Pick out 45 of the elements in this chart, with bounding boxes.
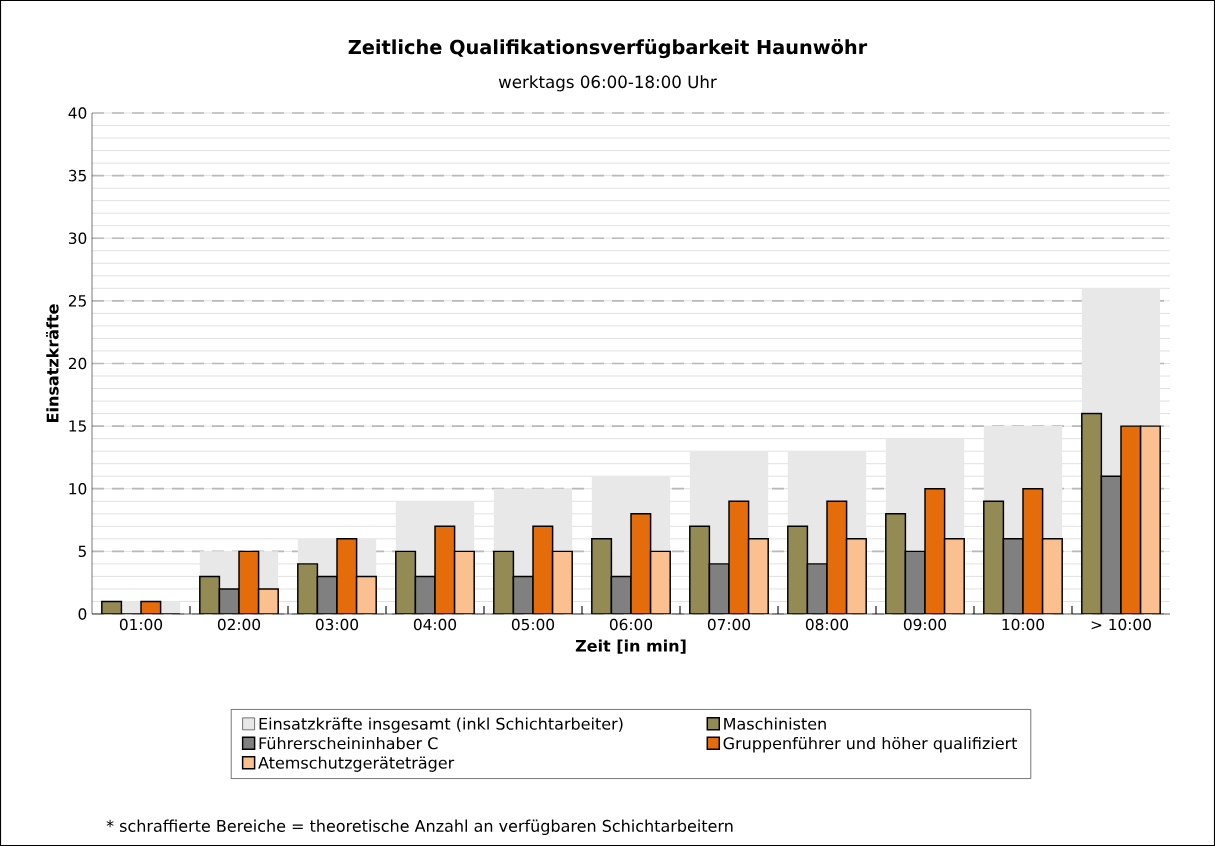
bar: [434, 525, 456, 614]
bar: [1081, 412, 1103, 614]
bar: [630, 513, 652, 614]
legend-label: Atemschutzgeräteträger: [258, 756, 455, 772]
y-tick-label: 30: [68, 232, 87, 245]
x-tick-label: 05:00: [511, 618, 555, 631]
bar: [924, 488, 946, 614]
legend-label: Führerscheininhaber C: [259, 736, 438, 750]
bar: [728, 500, 750, 614]
x-tick-label: 02:00: [217, 618, 261, 631]
y-tick-label: 5: [78, 545, 86, 558]
x-tick-label: 07:00: [707, 618, 751, 631]
bar: [1100, 475, 1122, 614]
x-tick-label: 08:00: [805, 618, 849, 631]
bar: [689, 525, 711, 614]
x-tick-label: 04:00: [413, 618, 457, 631]
y-tick-label: 20: [68, 357, 87, 370]
bar: [885, 513, 907, 614]
bar: [532, 525, 554, 614]
bar: [1022, 488, 1044, 614]
bar: [787, 525, 809, 614]
x-tick-label: 01:00: [119, 618, 163, 631]
x-tick-label: 03:00: [315, 618, 359, 631]
y-tick-label: 25: [68, 295, 86, 307]
x-tick-label: > 10:00: [1091, 618, 1151, 631]
legend-label: Gruppenführer und höher qualifiziert: [723, 736, 1018, 753]
x-tick-label: 10:00: [1002, 618, 1045, 631]
legend-label: Einsatzkräfte insgesamt (inkl Schichtarbeiter): [259, 717, 623, 733]
y-tick-label: 10: [69, 482, 87, 495]
y-tick-label: 35: [68, 169, 86, 182]
y-tick-label: 15: [69, 420, 86, 432]
chart-title: Zeitliche Qualifikationsverfügbarkeit Haunwöhr: [348, 39, 868, 59]
bar: [1139, 425, 1161, 614]
y-tick-label: 40: [68, 107, 87, 119]
y-axis-title: Einsatzkräfte: [46, 304, 59, 422]
x-tick-label: 06:00: [609, 618, 653, 631]
x-tick-label: 09:00: [903, 618, 947, 631]
text: * schraffierte Bereiche = theoretische Anzahl an verfügbaren Schichtarbeitern: [106, 819, 733, 836]
bar: [826, 500, 848, 614]
y-tick-label: 0: [78, 608, 87, 620]
bar: [983, 500, 1005, 614]
bar: [1120, 425, 1142, 614]
legend-label: Maschinisten: [724, 717, 826, 730]
chart-subtitle: werktags 06:00-18:00 Uhr: [498, 75, 717, 92]
x-axis-title: Zeit [in min]: [575, 639, 686, 654]
